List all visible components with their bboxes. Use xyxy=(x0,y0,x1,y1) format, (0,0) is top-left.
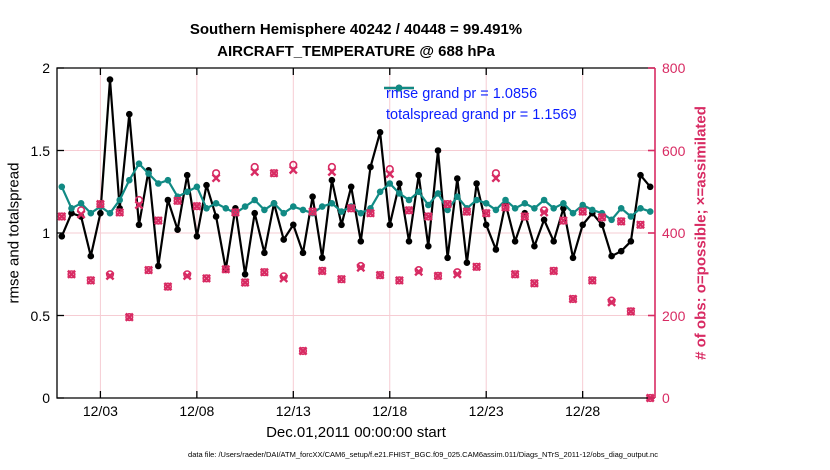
x-tick-label: 12/08 xyxy=(179,403,215,419)
chart-title-line1: Southern Hemisphere 40242 / 40448 = 99.4… xyxy=(189,21,523,38)
x-tick-label: 12/18 xyxy=(372,403,408,419)
chart-title-line2: AIRCRAFT_TEMPERATURE @ 688 hPa xyxy=(217,43,495,60)
totalspread-line-series xyxy=(58,160,654,224)
legend-label-rmse: rmse grand pr = 1.0856 xyxy=(386,85,538,102)
y-tick-label-right: 600 xyxy=(662,142,686,159)
y-tick-label-right: 200 xyxy=(662,307,686,324)
legend-label-totalspread: totalspread grand pr = 1.1569 xyxy=(386,106,577,123)
legend-entry-totalspread: totalspread grand pr = 1.1569 xyxy=(383,84,577,125)
y-tick-label-right: 400 xyxy=(662,225,686,241)
y-tick-label-right: 800 xyxy=(662,60,686,76)
x-tick-label: 12/13 xyxy=(275,403,311,419)
y-tick-label-left: 2 xyxy=(42,60,50,76)
data-file-caption: data file: /Users/raeder/DAI/ATM_forcXX/… xyxy=(188,450,658,459)
y-tick-label-left: 1 xyxy=(42,225,50,241)
x-axis-label: Dec.01,2011 00:00:00 start xyxy=(266,424,446,441)
x-tick-label: 12/23 xyxy=(468,403,504,419)
x-tick-label: 12/03 xyxy=(82,403,118,419)
legend: rmse grand pr = 1.0856 totalspread grand… xyxy=(383,83,577,125)
y-tick-label-right: 0 xyxy=(662,390,670,406)
legend-swatch-totalspread-icon xyxy=(384,84,414,92)
x-tick-label: 12/28 xyxy=(565,403,601,419)
obs-count-markers xyxy=(57,160,655,403)
y-tick-label-left: 1.5 xyxy=(30,142,50,159)
y-tick-label-left: 0.5 xyxy=(30,307,50,324)
y-tick-label-left: 0 xyxy=(42,390,50,406)
